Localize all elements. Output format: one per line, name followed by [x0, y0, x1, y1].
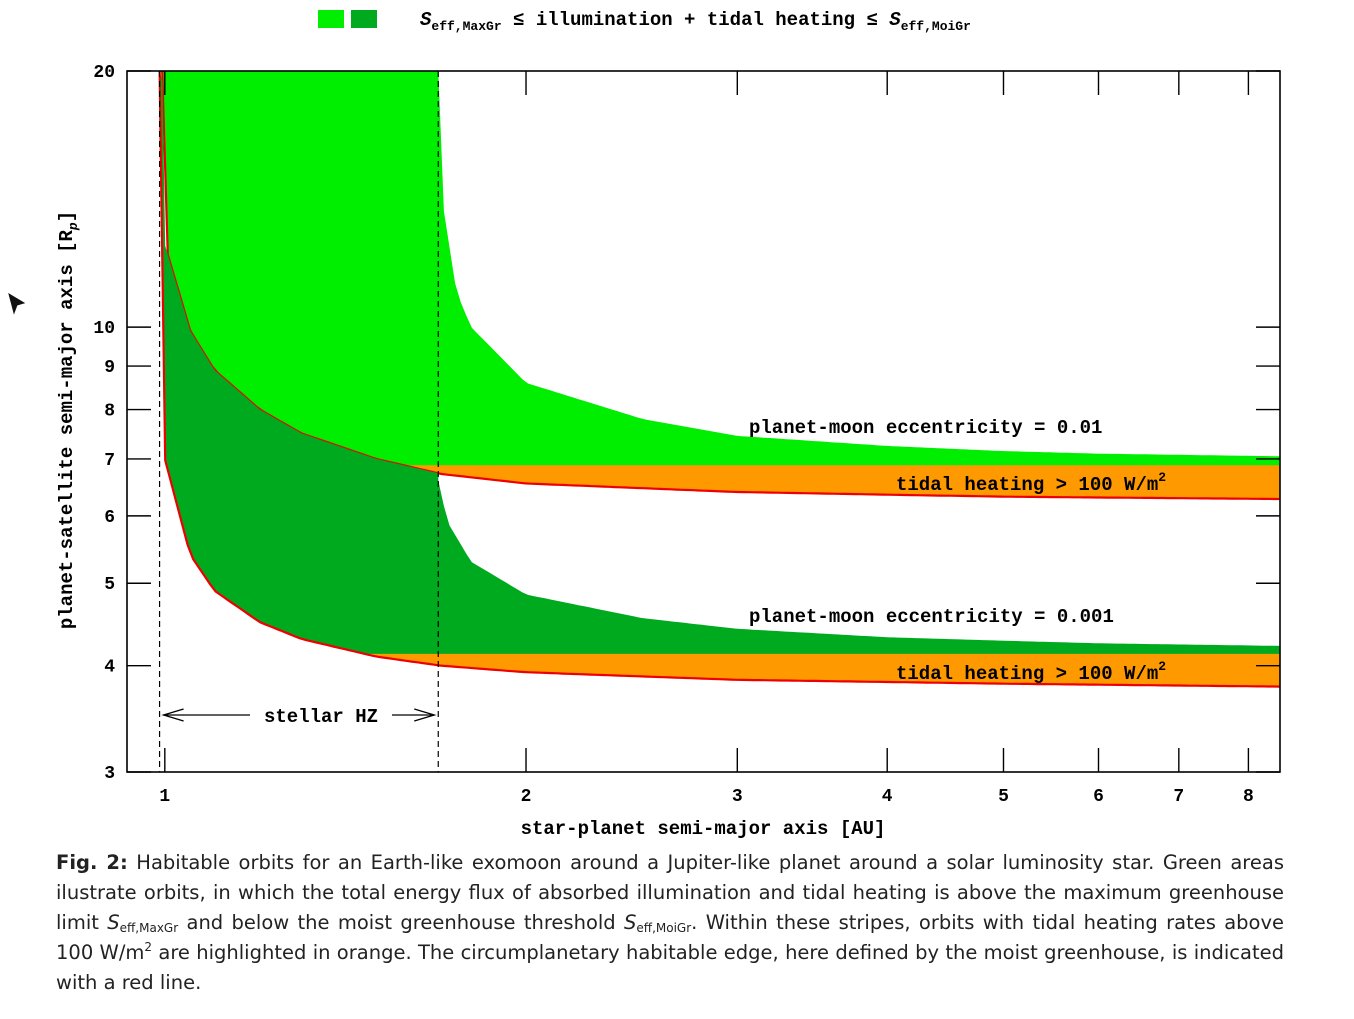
figure-caption: Fig. 2: Habitable orbits for an Earth-li…	[56, 851, 1285, 994]
x-tick-label-5: 5	[998, 787, 1009, 807]
plot-area	[158, 71, 1280, 688]
annotation-tidal-heating-1: tidal heating > 100 W/m2	[896, 470, 1166, 496]
hz-arrowhead-right	[414, 708, 437, 722]
x-tick-label-1: 1	[159, 787, 170, 807]
y-tick-label-5: 5	[104, 575, 115, 595]
annotation-ecc-0.01: planet-moon eccentricity = 0.01	[749, 417, 1102, 439]
y-axis-label: planet-satellite semi-major axis [Rp]	[56, 211, 81, 629]
mouse-pointer-icon	[8, 293, 26, 315]
habitable-edge-red-line-2	[158, 71, 1280, 688]
y-tick-label-3: 3	[104, 764, 115, 784]
y-tick-label-9: 9	[104, 358, 115, 378]
legend: Seff,MaxGr ≤ illumination + tidal heatin…	[318, 9, 971, 34]
green-band-ecc-0.01	[162, 71, 1280, 499]
y-tick-label-20: 20	[93, 63, 115, 83]
x-axis-label: star-planet semi-major axis [AU]	[521, 818, 886, 840]
y-tick-label-7: 7	[104, 451, 115, 471]
x-tick-label-7: 7	[1173, 787, 1184, 807]
hz-label: stellar HZ	[264, 706, 378, 728]
legend-label: Seff,MaxGr ≤ illumination + tidal heatin…	[420, 9, 971, 34]
x-tick-label-4: 4	[882, 787, 893, 807]
green-band-ecc-0.001	[159, 71, 1280, 687]
y-tick-label-4: 4	[104, 658, 115, 678]
axes: stellar HZ planet-moon eccentricity = 0.0…	[93, 63, 1281, 807]
legend-swatch-light-green	[318, 10, 344, 28]
y-tick-label-8: 8	[104, 402, 115, 422]
legend-swatch-dark-green	[351, 10, 377, 28]
annotation-tidal-heating-2: tidal heating > 100 W/m2	[896, 659, 1166, 685]
tidal-band-ecc-0.001	[366, 653, 1280, 687]
x-tick-label-2: 2	[521, 787, 532, 807]
y-tick-label-10: 10	[93, 319, 115, 339]
hz-arrowhead-left	[161, 708, 184, 722]
tidal-band-ecc-0.01	[408, 465, 1280, 499]
annotation-ecc-0.001: planet-moon eccentricity = 0.001	[749, 606, 1114, 628]
caption-fig-label: Fig. 2:	[56, 851, 128, 874]
x-tick-label-3: 3	[732, 787, 743, 807]
x-tick-label-6: 6	[1093, 787, 1104, 807]
plot-frame	[126, 70, 1281, 773]
habitable-edge-red-line-1	[161, 71, 1280, 501]
y-tick-label-6: 6	[104, 508, 115, 528]
x-tick-label-8: 8	[1243, 787, 1254, 807]
chart: Seff,MaxGr ≤ illumination + tidal heatin…	[56, 9, 1281, 840]
